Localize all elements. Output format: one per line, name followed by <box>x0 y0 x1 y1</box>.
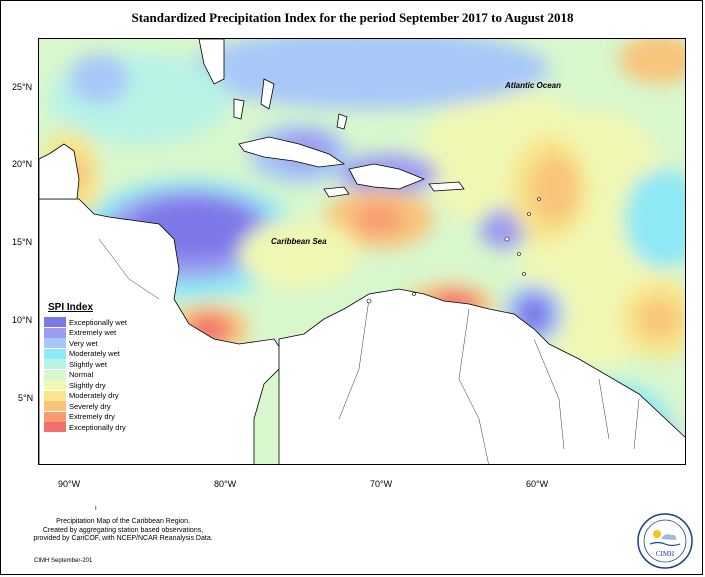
legend-item: Normal <box>44 369 162 381</box>
logo-text: CIMH <box>656 550 674 558</box>
lat-label-10n: 10°N <box>12 315 33 325</box>
legend-swatch <box>44 359 66 370</box>
legend-label: Extremely wet <box>69 328 117 338</box>
legend-swatch <box>44 390 66 401</box>
cloud-icon <box>661 534 677 540</box>
legend-swatch <box>44 317 66 328</box>
lon-label-80w: 80°W <box>214 479 237 489</box>
sun-icon <box>653 530 661 538</box>
lon-label-70w: 70°W <box>370 479 393 489</box>
legend-item: Moderately dry <box>44 390 162 402</box>
legend-item: Slightly dry <box>44 380 162 391</box>
marker-text: I <box>95 506 97 512</box>
lon-label-60w: 60°W <box>526 479 549 489</box>
legend-label: Exceptionally dry <box>69 422 126 432</box>
credits-line-3: provided by CariCOF, with NCEP/NCAR Rean… <box>33 535 213 542</box>
wave-icon <box>649 541 681 547</box>
legend-item: Moderately wet <box>44 348 162 360</box>
legend-swatch <box>44 411 66 422</box>
legend-label: Very wet <box>69 338 98 348</box>
legend-label: Extremely dry <box>69 412 115 422</box>
date-stamp: CIMH September-201 <box>34 558 93 564</box>
legend-item: Slightly wet <box>44 359 162 370</box>
borders <box>98 238 640 464</box>
spi-legend: SPI Index Exceptionally wet Extremely wet… <box>40 300 166 435</box>
atlantic-ocean-label: Atlantic Ocean <box>505 81 562 90</box>
credits-line-2: Created by aggregating station based obs… <box>42 526 204 534</box>
legend-swatch <box>44 338 66 349</box>
map-title: Standardized Precipitation Index for the… <box>131 10 574 25</box>
legend-swatch <box>44 401 66 412</box>
credits-text: Precipitation Map of the Caribbean Regio… <box>28 518 218 544</box>
legend-label: Normal <box>69 370 94 380</box>
legend-label: Severely dry <box>69 401 111 411</box>
legend-item: Very wet <box>44 338 162 349</box>
legend-item: Extremely dry <box>44 411 162 423</box>
legend-label: Exceptionally wet <box>69 317 127 327</box>
cimh-logo: CIMH <box>636 512 694 575</box>
legend-item: Exceptionally wet <box>44 317 162 328</box>
legend-label: Slightly dry <box>69 380 106 390</box>
legend-swatch <box>44 422 66 433</box>
legend-swatch <box>44 348 66 359</box>
legend-items: Exceptionally wet Extremely wet Very wet Mo… <box>44 317 162 433</box>
lat-label-5n: 5°N <box>18 393 34 403</box>
lat-label-20n: 20°N <box>12 159 33 169</box>
legend-label: Moderately dry <box>69 391 119 401</box>
legend-swatch <box>44 380 66 391</box>
legend-swatch <box>44 327 66 338</box>
spi-map[interactable] <box>38 38 686 465</box>
lat-label-25n: 25°N <box>12 82 33 92</box>
lon-label-90w: 90°W <box>58 479 81 489</box>
caribbean-sea-label: Caribbean Sea <box>271 237 327 246</box>
legend-title: SPI Index <box>48 302 94 313</box>
legend-label: Slightly wet <box>69 359 107 369</box>
small-islands <box>366 197 541 304</box>
legend-item: Severely dry <box>44 401 162 412</box>
legend-label: Moderately wet <box>69 349 120 359</box>
legend-item: Exceptionally dry <box>44 422 162 433</box>
lat-label-15n: 15°N <box>12 237 33 247</box>
spi-map-canvas <box>39 39 685 464</box>
legend-swatch <box>44 369 66 380</box>
credits-line-1: Precipitation Map of the Caribbean Regio… <box>56 518 190 525</box>
legend-item: Extremely wet <box>44 327 162 339</box>
